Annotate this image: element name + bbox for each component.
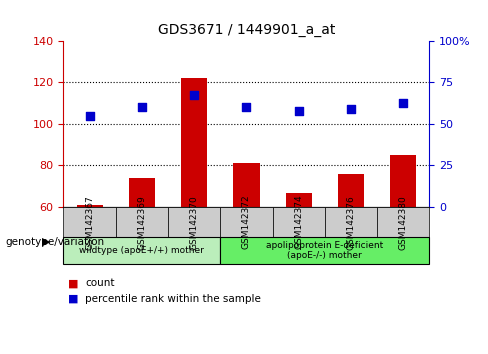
- Point: [295, 109, 303, 114]
- Text: wildtype (apoE+/+) mother: wildtype (apoE+/+) mother: [80, 246, 204, 255]
- Text: apolipoprotein E-deficient
(apoE-/-) mother: apolipoprotein E-deficient (apoE-/-) mot…: [266, 241, 384, 260]
- Bar: [338, 174, 364, 207]
- Point: [243, 104, 250, 110]
- Bar: [233, 164, 260, 207]
- Text: GSM142370: GSM142370: [190, 195, 199, 250]
- Text: ■: ■: [68, 294, 79, 304]
- Text: count: count: [85, 278, 115, 288]
- Point: [399, 100, 407, 106]
- Title: GDS3671 / 1449901_a_at: GDS3671 / 1449901_a_at: [158, 23, 335, 37]
- Text: ▶: ▶: [42, 236, 51, 247]
- Point: [138, 104, 146, 110]
- Bar: [181, 78, 207, 207]
- Text: ■: ■: [68, 278, 79, 288]
- Text: GSM142380: GSM142380: [399, 195, 408, 250]
- Bar: [285, 193, 312, 207]
- Point: [190, 92, 198, 98]
- Text: percentile rank within the sample: percentile rank within the sample: [85, 294, 261, 304]
- Bar: [390, 155, 416, 207]
- Text: GSM142376: GSM142376: [346, 195, 356, 250]
- Point: [347, 107, 355, 112]
- Text: GSM142374: GSM142374: [294, 195, 303, 250]
- Text: GSM142369: GSM142369: [137, 195, 146, 250]
- Bar: [129, 178, 155, 207]
- Point: [86, 113, 94, 118]
- Text: GSM142367: GSM142367: [85, 195, 94, 250]
- Bar: [77, 205, 102, 207]
- Text: GSM142372: GSM142372: [242, 195, 251, 250]
- Text: genotype/variation: genotype/variation: [5, 236, 104, 247]
